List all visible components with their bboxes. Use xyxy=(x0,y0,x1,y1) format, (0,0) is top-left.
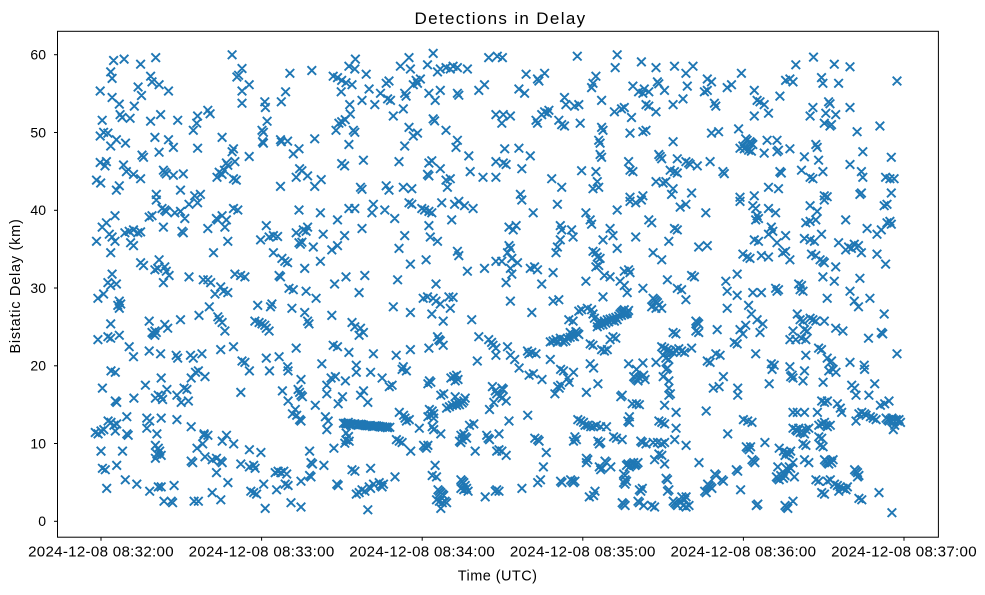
svg-text:Time (UTC): Time (UTC) xyxy=(458,569,538,585)
svg-text:50: 50 xyxy=(30,124,46,140)
svg-text:2024-12-08 08:36:00: 2024-12-08 08:36:00 xyxy=(670,544,816,561)
svg-text:Detections in Delay: Detections in Delay xyxy=(415,9,587,28)
svg-text:2024-12-08 08:35:00: 2024-12-08 08:35:00 xyxy=(510,544,656,561)
svg-text:2024-12-08 08:37:00: 2024-12-08 08:37:00 xyxy=(831,544,977,561)
svg-text:60: 60 xyxy=(30,47,46,63)
svg-text:30: 30 xyxy=(30,280,46,296)
svg-text:10: 10 xyxy=(30,435,46,451)
svg-text:2024-12-08 08:34:00: 2024-12-08 08:34:00 xyxy=(349,544,495,561)
svg-text:20: 20 xyxy=(30,358,46,374)
svg-text:2024-12-08 08:33:00: 2024-12-08 08:33:00 xyxy=(189,544,335,561)
svg-text:0: 0 xyxy=(38,513,46,529)
svg-text:Bistatic Delay (km): Bistatic Delay (km) xyxy=(8,218,24,353)
svg-text:2024-12-08 08:32:00: 2024-12-08 08:32:00 xyxy=(28,544,174,561)
svg-text:40: 40 xyxy=(30,202,46,218)
